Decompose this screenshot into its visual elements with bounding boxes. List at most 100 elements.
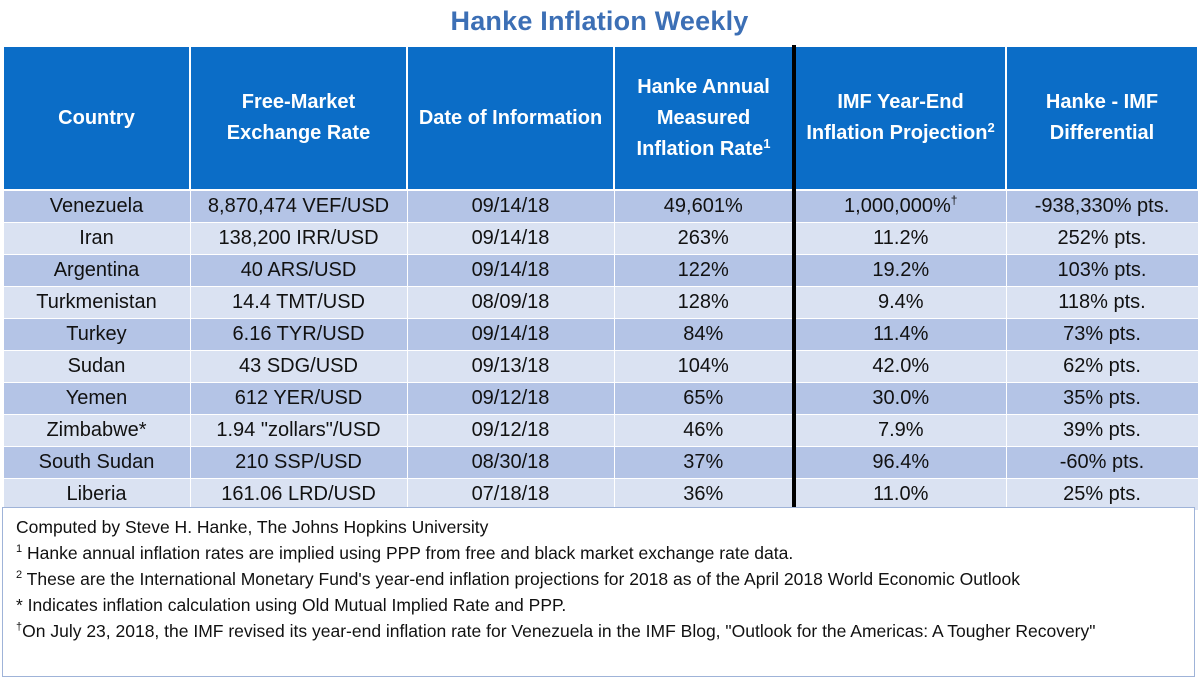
cell-imf-projection: 42.0% (792, 350, 1007, 383)
table-row: South Sudan 210 SSP/USD 08/30/18 37% 96.… (2, 446, 1199, 479)
cell-hanke-rate: 36% (613, 478, 795, 511)
cell-date: 09/14/18 (406, 318, 615, 351)
cell-differential: 35% pts. (1005, 382, 1199, 415)
cell-country: Liberia (2, 478, 191, 511)
cell-date: 09/13/18 (406, 350, 615, 383)
header-imf-projection-label: IMF Year-End Inflation Projection (806, 91, 988, 144)
cell-date: 09/14/18 (406, 189, 615, 223)
cell-imf-projection: 9.4% (792, 286, 1007, 319)
cell-differential: 73% pts. (1005, 318, 1199, 351)
table-row: Argentina 40 ARS/USD 09/14/18 122% 19.2%… (2, 254, 1199, 287)
table-row: Turkey 6.16 TYR/USD 09/14/18 84% 11.4% 7… (2, 318, 1199, 351)
cell-differential: 252% pts. (1005, 222, 1199, 255)
note-2-text: These are the International Monetary Fun… (22, 569, 1020, 589)
cell-imf-projection: 96.4% (792, 446, 1007, 479)
cell-exchange-rate: 6.16 TYR/USD (189, 318, 408, 351)
note-1-text: Hanke annual inflation rates are implied… (22, 543, 794, 563)
cell-exchange-rate: 210 SSP/USD (189, 446, 408, 479)
header-exchange-rate: Free-Market Exchange Rate (189, 45, 408, 191)
note-star: * Indicates inflation calculation using … (16, 595, 567, 615)
table-row: Sudan 43 SDG/USD 09/13/18 104% 42.0% 62%… (2, 350, 1199, 383)
cell-hanke-rate: 37% (613, 446, 795, 479)
note-1-marker: 1 (16, 543, 23, 555)
cell-differential: 62% pts. (1005, 350, 1199, 383)
cell-imf-projection: 1,000,000%† (792, 189, 1007, 223)
cell-exchange-rate: 612 YER/USD (189, 382, 408, 415)
cell-country: Turkmenistan (2, 286, 191, 319)
cell-differential: 118% pts. (1005, 286, 1199, 319)
cell-differential: -60% pts. (1005, 446, 1199, 479)
cell-hanke-rate: 65% (613, 382, 795, 415)
cell-country: Yemen (2, 382, 191, 415)
header-hanke-rate: Hanke Annual Measured Inflation Rate1 (613, 45, 795, 191)
table-row: Liberia 161.06 LRD/USD 07/18/18 36% 11.0… (2, 478, 1199, 511)
header-imf-projection: IMF Year-End Inflation Projection2 (792, 45, 1007, 191)
cell-differential: -938,330% pts. (1005, 189, 1199, 223)
cell-imf-projection: 11.0% (792, 478, 1007, 511)
table-row: Turkmenistan 14.4 TMT/USD 08/09/18 128% … (2, 286, 1199, 319)
page-title: Hanke Inflation Weekly (450, 6, 749, 36)
table-row: Iran 138,200 IRR/USD 09/14/18 263% 11.2%… (2, 222, 1199, 255)
cell-exchange-rate: 161.06 LRD/USD (189, 478, 408, 511)
cell-exchange-rate: 43 SDG/USD (189, 350, 408, 383)
note-2: 2 These are the International Monetary F… (16, 566, 1182, 592)
note-1: 1 Hanke annual inflation rates are impli… (16, 540, 1182, 566)
cell-country: Sudan (2, 350, 191, 383)
header-differential: Hanke - IMF Differential (1005, 45, 1199, 191)
cell-date: 07/18/18 (406, 478, 615, 511)
cell-country: Venezuela (2, 189, 191, 223)
cell-date: 09/14/18 (406, 254, 615, 287)
cell-hanke-rate: 104% (613, 350, 795, 383)
cell-date: 09/12/18 (406, 414, 615, 447)
note-2-marker: 2 (16, 569, 23, 581)
cell-country: Turkey (2, 318, 191, 351)
note-computed-by: Computed by Steve H. Hanke, The Johns Ho… (16, 517, 489, 537)
table-header: Country Free-Market Exchange Rate Date o… (2, 45, 1199, 191)
cell-imf-projection: 7.9% (792, 414, 1007, 447)
note-dagger: †On July 23, 2018, the IMF revised its y… (16, 618, 1182, 644)
note-dagger-marker: † (16, 621, 23, 633)
cell-hanke-rate: 122% (613, 254, 795, 287)
cell-date: 08/30/18 (406, 446, 615, 479)
table-row: Zimbabwe* 1.94 "zollars"/USD 09/12/18 46… (2, 414, 1199, 447)
header-hanke-rate-label: Hanke Annual Measured Inflation Rate (636, 75, 770, 160)
cell-exchange-rate: 14.4 TMT/USD (189, 286, 408, 319)
header-date: Date of Information (406, 45, 615, 191)
table-row: Yemen 612 YER/USD 09/12/18 65% 30.0% 35%… (2, 382, 1199, 415)
cell-country: Iran (2, 222, 191, 255)
table-body: Venezuela 8,870,474 VEF/USD 09/14/18 49,… (2, 189, 1199, 511)
cell-date: 09/14/18 (406, 222, 615, 255)
footnotes: Computed by Steve H. Hanke, The Johns Ho… (2, 507, 1195, 677)
cell-country: Zimbabwe* (2, 414, 191, 447)
cell-exchange-rate: 8,870,474 VEF/USD (189, 189, 408, 223)
cell-date: 08/09/18 (406, 286, 615, 319)
cell-imf-projection: 30.0% (792, 382, 1007, 415)
header-country: Country (2, 45, 191, 191)
note-dagger-text: On July 23, 2018, the IMF revised its ye… (22, 621, 1096, 641)
cell-exchange-rate: 1.94 "zollars"/USD (189, 414, 408, 447)
cell-imf-projection: 19.2% (792, 254, 1007, 287)
cell-exchange-rate: 40 ARS/USD (189, 254, 408, 287)
cell-country: Argentina (2, 254, 191, 287)
dagger-marker: † (950, 193, 958, 207)
inflation-table: Country Free-Market Exchange Rate Date o… (2, 45, 1199, 511)
cell-differential: 39% pts. (1005, 414, 1199, 447)
header-row: Country Free-Market Exchange Rate Date o… (2, 45, 1199, 191)
cell-imf-projection: 11.2% (792, 222, 1007, 255)
cell-differential: 25% pts. (1005, 478, 1199, 511)
cell-hanke-rate: 263% (613, 222, 795, 255)
cell-date: 09/12/18 (406, 382, 615, 415)
footnote-marker-1: 1 (763, 135, 771, 151)
cell-hanke-rate: 49,601% (613, 189, 795, 223)
cell-imf-value: 1,000,000% (844, 195, 951, 217)
cell-differential: 103% pts. (1005, 254, 1199, 287)
table-row: Venezuela 8,870,474 VEF/USD 09/14/18 49,… (2, 189, 1199, 223)
cell-exchange-rate: 138,200 IRR/USD (189, 222, 408, 255)
cell-hanke-rate: 128% (613, 286, 795, 319)
cell-hanke-rate: 84% (613, 318, 795, 351)
cell-hanke-rate: 46% (613, 414, 795, 447)
cell-country: South Sudan (2, 446, 191, 479)
cell-imf-projection: 11.4% (792, 318, 1007, 351)
footnote-marker-2: 2 (987, 120, 995, 135)
